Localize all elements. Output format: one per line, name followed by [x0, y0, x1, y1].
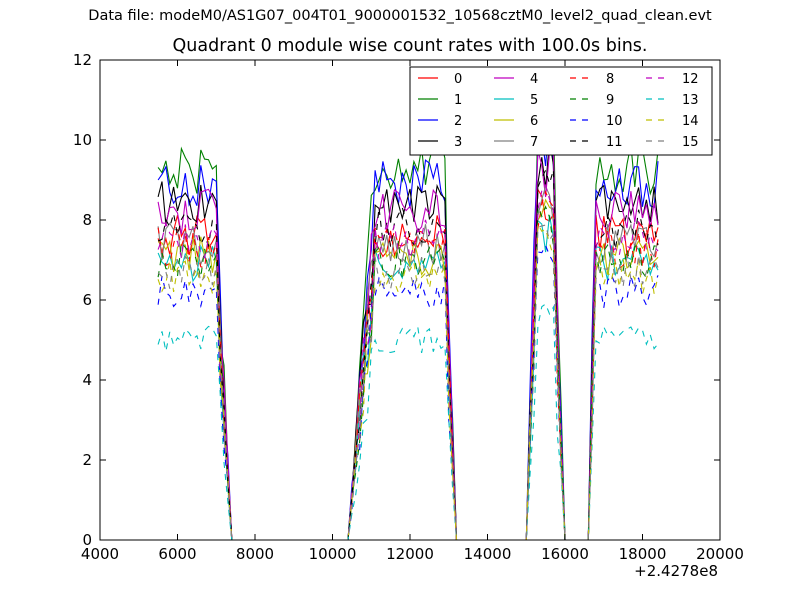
y-tick-label: 12 [73, 51, 92, 69]
legend-label-6: 6 [530, 114, 538, 129]
x-tick-label: 4000 [81, 545, 119, 563]
chart-title: Quadrant 0 module wise count rates with … [172, 36, 648, 56]
series-line-11 [157, 168, 659, 541]
legend-label-4: 4 [530, 72, 538, 87]
y-tick-label: 2 [82, 451, 92, 469]
series-line-3 [157, 140, 659, 541]
series-line-0 [157, 187, 659, 541]
legend-label-1: 1 [454, 93, 462, 108]
series-line-15 [157, 224, 659, 541]
series-line-8 [157, 190, 659, 541]
series-line-1 [157, 116, 659, 541]
y-tick-label: 0 [82, 531, 92, 549]
y-tick-label: 4 [82, 371, 92, 389]
data-file-title: Data file: modeM0/AS1G07_004T01_90000015… [88, 8, 712, 24]
legend-label-7: 7 [530, 135, 538, 150]
x-tick-label: 20000 [696, 545, 744, 563]
y-tick-label: 10 [73, 131, 92, 149]
x-tick-label: 18000 [619, 545, 667, 563]
x-tick-label: 14000 [464, 545, 512, 563]
x-axis-offset-label: +2.4278e8 [634, 562, 718, 580]
legend-label-3: 3 [454, 135, 462, 150]
x-tick-label: 12000 [386, 545, 434, 563]
x-tick-label: 16000 [541, 545, 589, 563]
x-tick-label: 6000 [158, 545, 196, 563]
series-line-14 [157, 222, 659, 541]
series-line-9 [157, 205, 659, 541]
legend-label-8: 8 [606, 72, 614, 87]
legend-label-14: 14 [682, 114, 699, 129]
series-line-10 [157, 244, 659, 541]
legend-label-0: 0 [454, 72, 462, 87]
legend-label-15: 15 [682, 135, 699, 150]
legend-label-10: 10 [606, 114, 623, 129]
y-tick-label: 8 [82, 211, 92, 229]
series-line-13 [157, 303, 659, 541]
series-line-7 [157, 184, 659, 541]
legend-label-5: 5 [530, 93, 538, 108]
x-tick-label: 10000 [309, 545, 357, 563]
legend-box [409, 66, 713, 156]
series-line-5 [157, 215, 659, 541]
legend-label-11: 11 [606, 135, 623, 150]
legend-label-9: 9 [606, 93, 614, 108]
series-line-4 [157, 150, 659, 541]
legend-label-12: 12 [682, 72, 699, 87]
y-tick-label: 6 [82, 291, 92, 309]
legend-label-13: 13 [682, 93, 699, 108]
series-line-6 [157, 198, 659, 541]
legend-label-2: 2 [454, 114, 462, 129]
series-line-2 [157, 114, 659, 541]
x-tick-label: 8000 [236, 545, 274, 563]
